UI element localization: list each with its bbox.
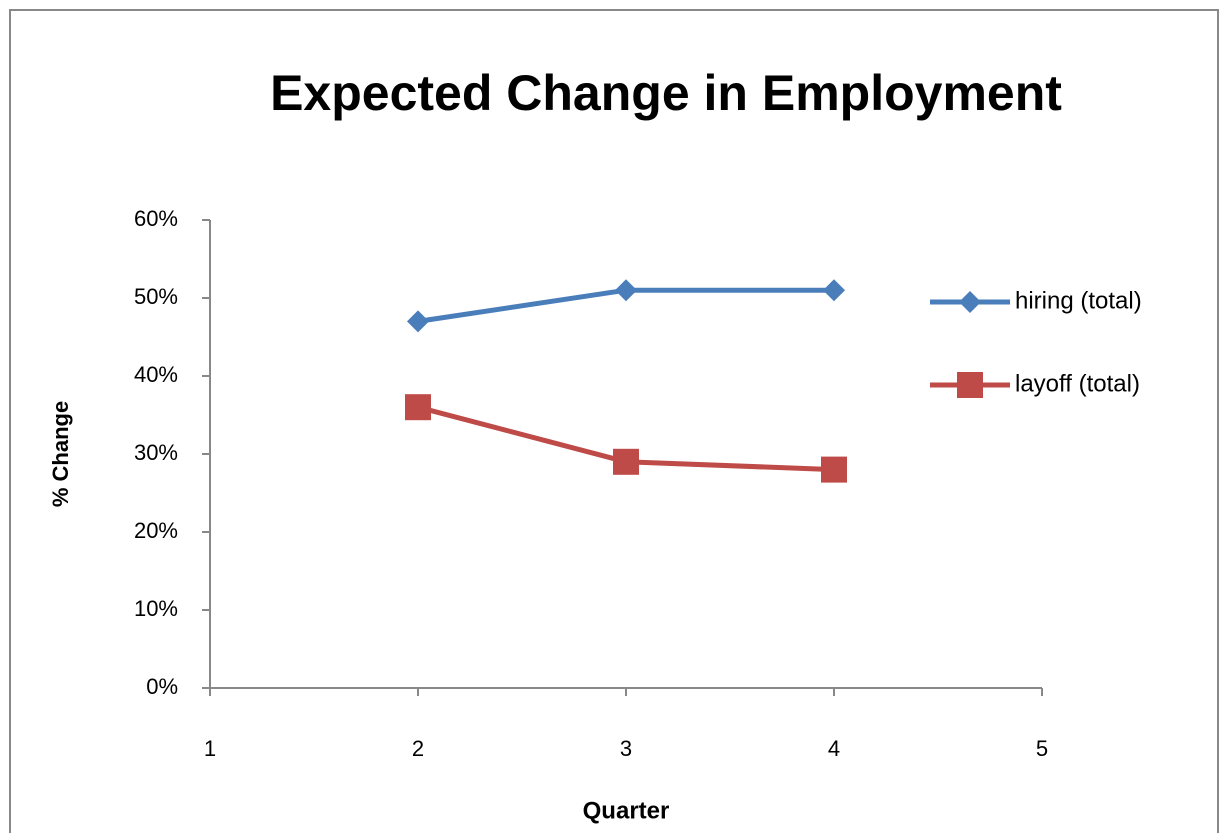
chart-border: [9, 9, 1219, 838]
point: [823, 279, 845, 302]
y-axis-label: % Change: [48, 401, 73, 507]
legend-label: hiring (total): [1015, 287, 1142, 314]
point: [821, 456, 847, 483]
point: [407, 310, 429, 333]
y-tick-label: 60%: [134, 206, 178, 231]
x-tick-label: 5: [1036, 736, 1048, 761]
y-tick-label: 20%: [134, 518, 178, 543]
y-tick-label: 10%: [134, 596, 178, 621]
x-tick-label: 2: [412, 736, 424, 761]
point: [613, 448, 639, 475]
y-tick-label: 0%: [146, 674, 178, 699]
legend-label: layoff (total): [1015, 370, 1140, 397]
x-axis-label: Quarter: [583, 797, 670, 824]
point: [615, 279, 637, 302]
y-tick-label: 30%: [134, 440, 178, 465]
legend-marker: [959, 291, 981, 313]
x-tick-label: 4: [828, 736, 840, 761]
legend-marker: [957, 372, 983, 398]
chart-title: Expected Change in Employment: [270, 65, 1062, 121]
point: [405, 394, 431, 421]
y-tick-label: 40%: [134, 362, 178, 387]
x-tick-label: 1: [204, 736, 216, 761]
x-tick-label: 3: [620, 736, 632, 761]
y-tick-label: 50%: [134, 284, 178, 309]
